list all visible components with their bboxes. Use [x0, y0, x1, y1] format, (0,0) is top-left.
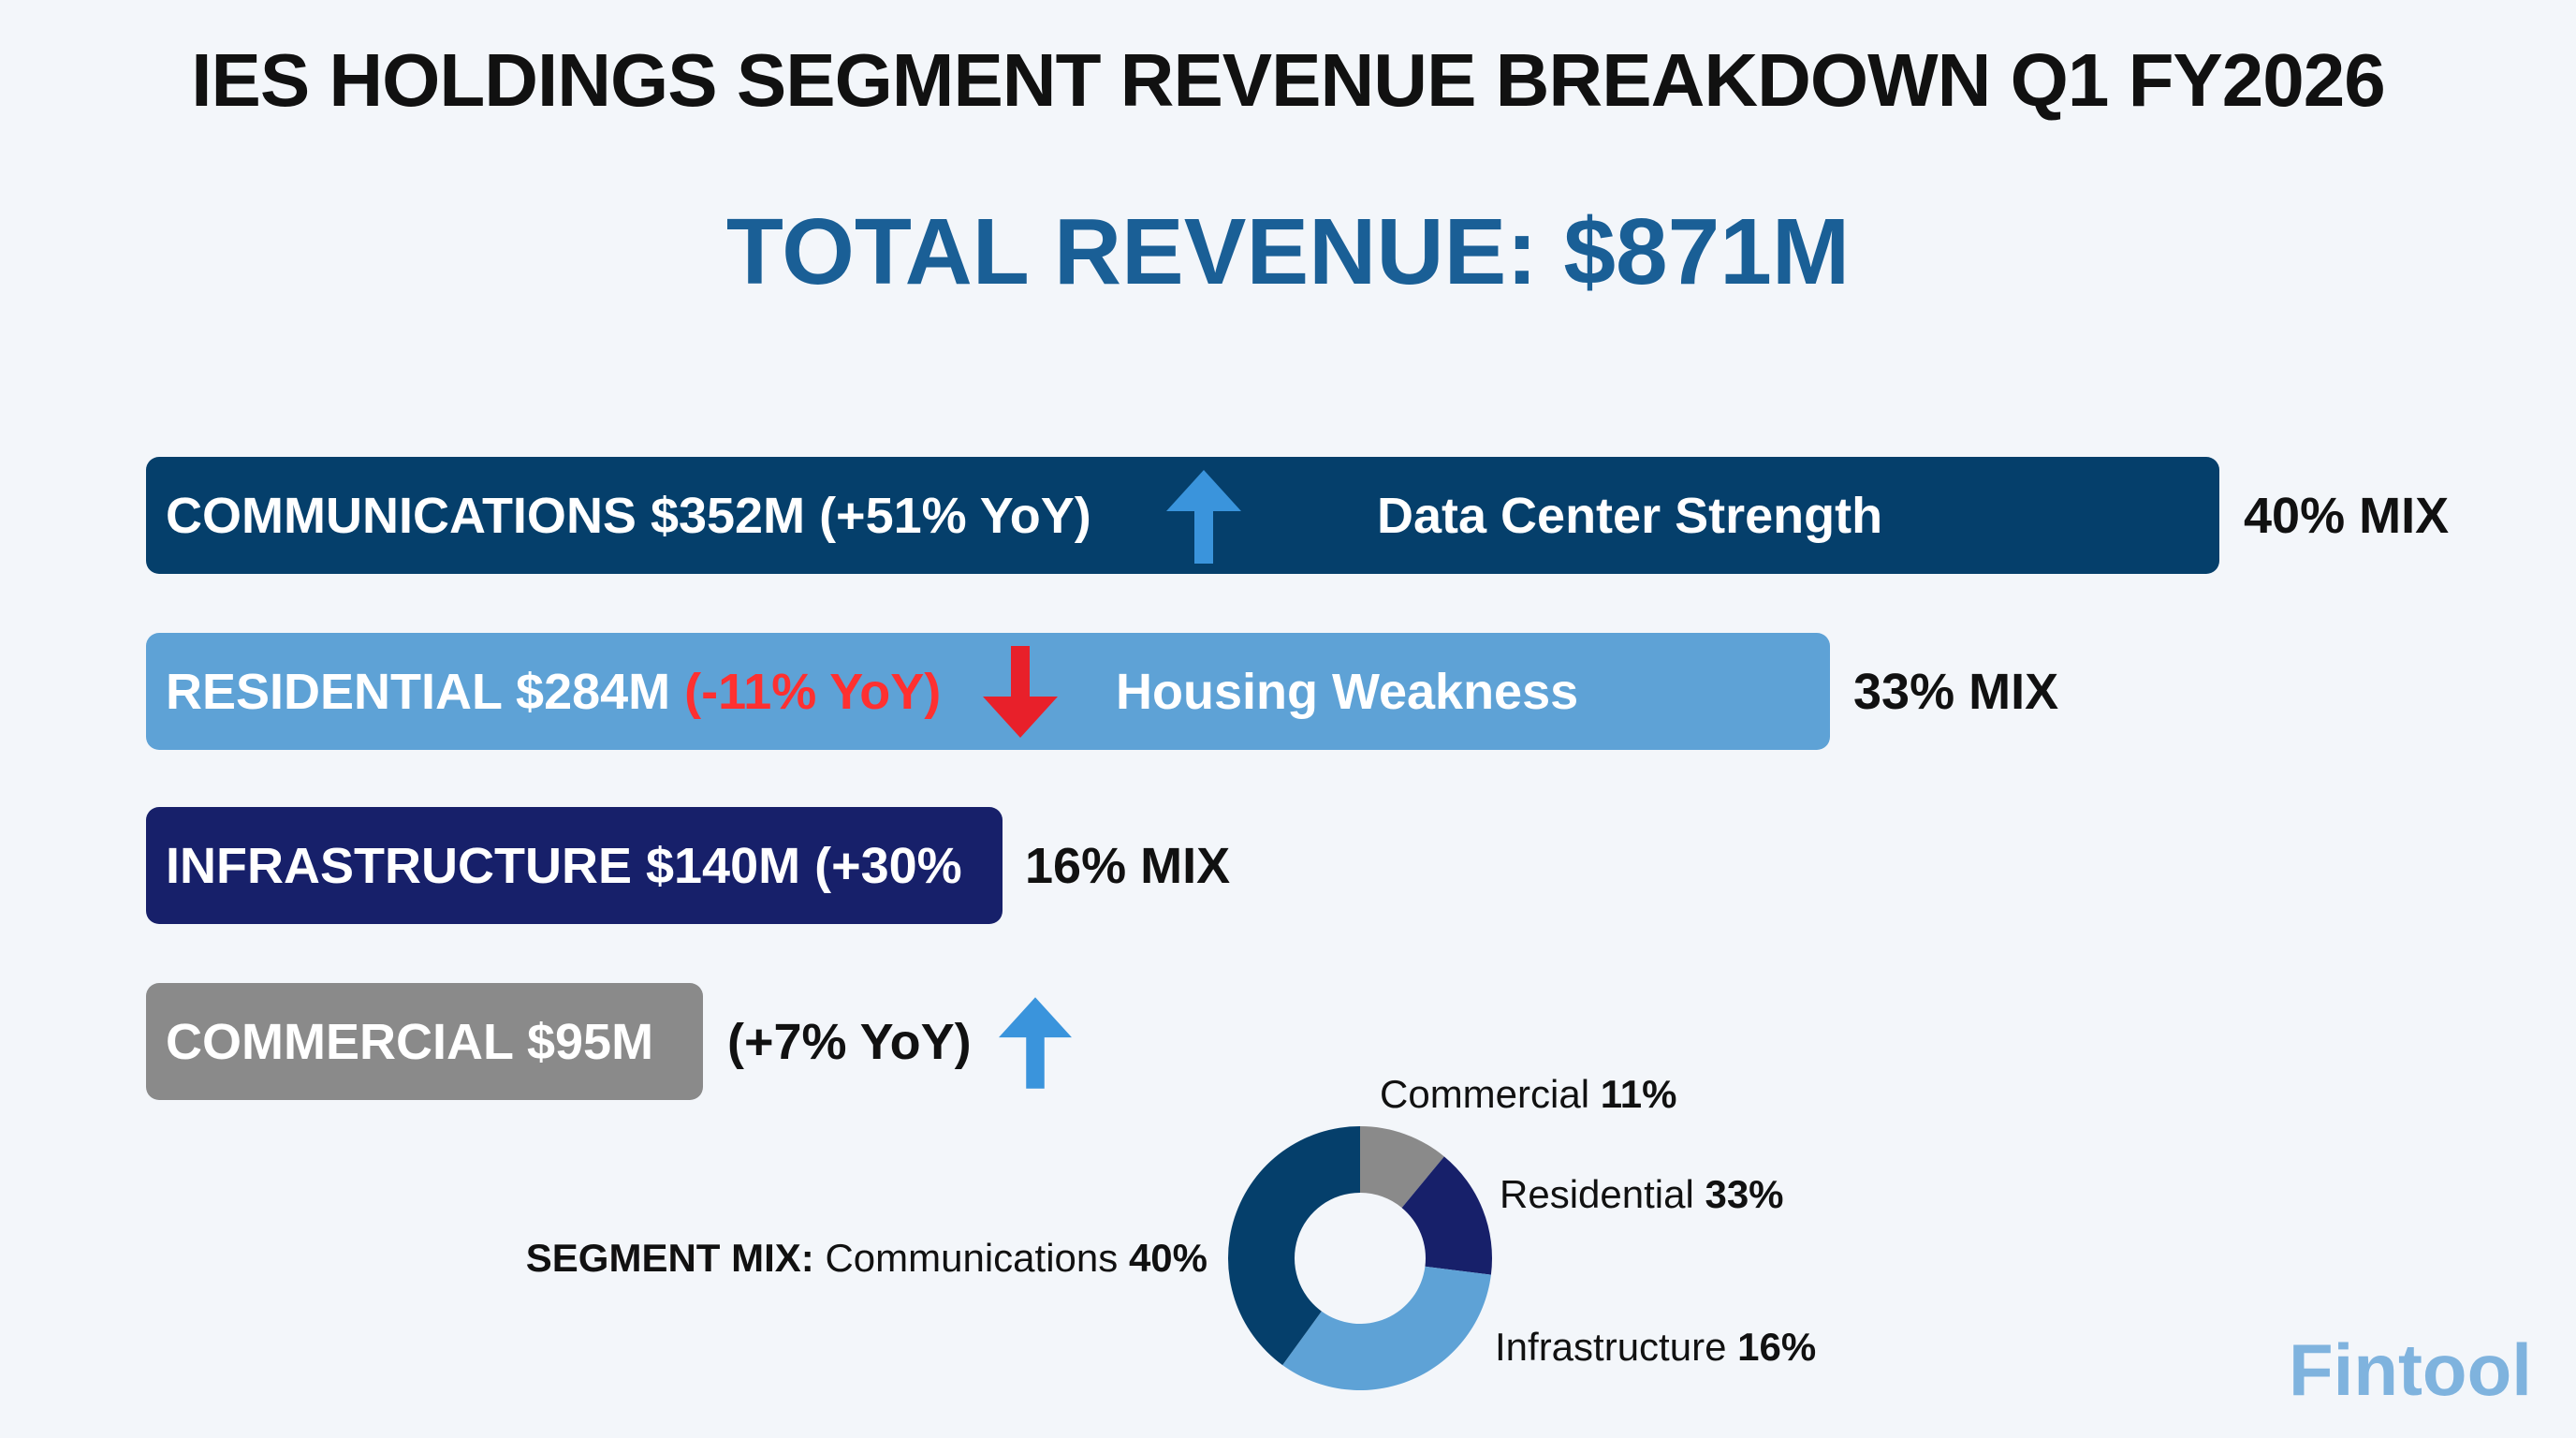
donut-label-communications: SEGMENT MIX: Communications 40%	[525, 1236, 1208, 1280]
total-revenue: TOTAL REVENUE: $871M	[725, 199, 1851, 304]
bar-communications	[146, 457, 2219, 574]
chart-title: IES HOLDINGS SEGMENT REVENUE BREAKDOWN Q…	[191, 38, 2386, 122]
bar-residential	[146, 633, 1830, 750]
residential-change: (-11% YoY)	[684, 664, 942, 720]
bar-label-infrastructure: INFRASTRUCTURE $140M (+30%	[166, 838, 962, 894]
arrow-down-icon	[983, 646, 1058, 738]
mix-infrastructure: 16% MIX	[1025, 838, 1231, 894]
residential-value: RESIDENTIAL $284M	[166, 664, 671, 720]
donut-label-commercial: Commercial 11%	[1380, 1072, 1677, 1116]
fintool-logo: Fintool	[2289, 1328, 2532, 1411]
bar-commercial	[146, 983, 703, 1100]
bar-label-residential: RESIDENTIAL $284M (-11% YoY)	[166, 667, 941, 717]
arrow-up-icon	[1166, 470, 1241, 564]
bar-label-commercial: COMMERCIAL $95M	[166, 1014, 654, 1070]
donut-slice	[1282, 1266, 1491, 1390]
bar-label-communications: COMMUNICATIONS $352M (+51% YoY)	[166, 488, 1091, 544]
donut-slice	[1401, 1156, 1492, 1275]
mix-communications: 40% MIX	[2244, 488, 2450, 544]
change-commercial: (+7% YoY)	[727, 1014, 972, 1070]
bar-note-residential: Housing Weakness	[1116, 664, 1579, 720]
donut-slice	[1228, 1126, 1360, 1366]
donut-slice	[1360, 1126, 1444, 1209]
donut-label-infrastructure: Infrastructure 16%	[1495, 1325, 1817, 1369]
segment-mix-donut	[1228, 1126, 1492, 1390]
donut-label-residential: Residential 33%	[1500, 1172, 1784, 1216]
arrow-up-icon	[999, 997, 1072, 1089]
bar-infrastructure	[146, 807, 1003, 924]
mix-residential: 33% MIX	[1853, 664, 2059, 720]
bar-note-communications: Data Center Strength	[1377, 488, 1883, 544]
